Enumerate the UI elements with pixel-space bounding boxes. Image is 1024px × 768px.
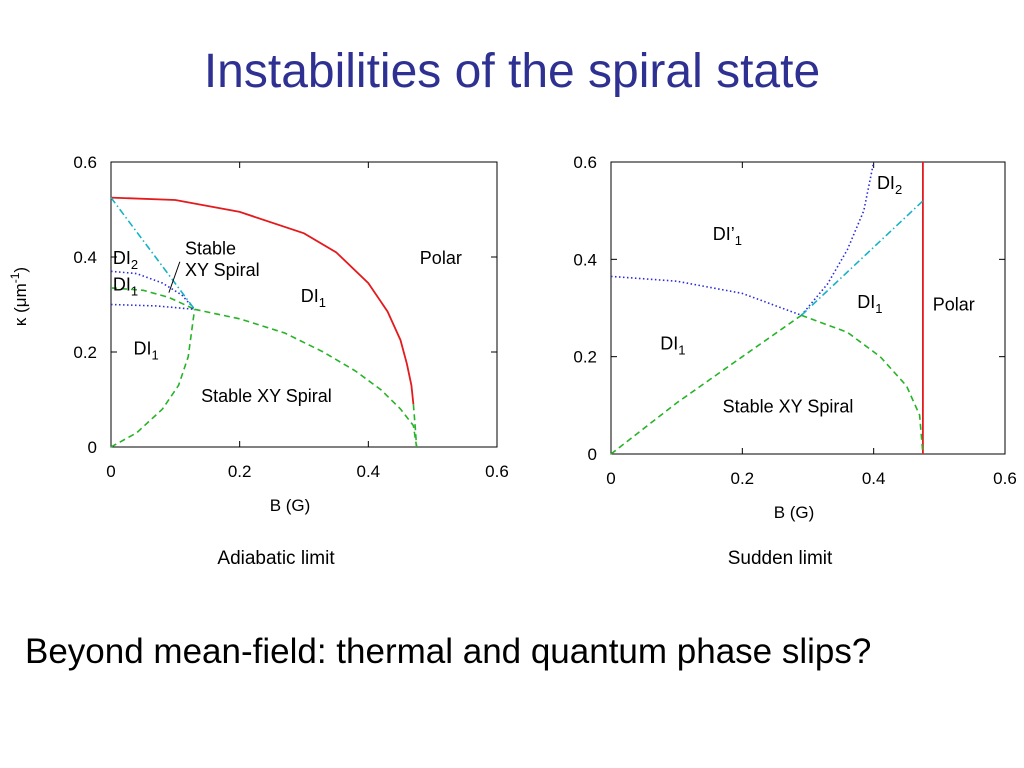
series-line-blue-dotted [110,270,196,310]
region-label-main: DI [113,274,131,294]
series-line-green-dashed [194,308,418,448]
x-tick-label: 0.6 [993,469,1017,488]
y-tick-label: 0.6 [73,153,97,172]
region-label-sub: 1 [875,301,882,316]
x-tick-label: 0 [106,462,115,481]
y-tick-label: 0.6 [573,153,597,172]
pointer-line [168,261,181,293]
series-line-blue-dotted [800,161,875,316]
series-line-green-dashed [412,404,418,448]
region-label-main: Polar [933,294,975,314]
x-tick-label: 0.2 [228,462,252,481]
y-axis-label-main: κ (μm [11,283,30,326]
region-label: DI1 [113,274,138,298]
region-label-main: Stable [185,239,236,259]
x-tick-label: 0.4 [862,469,886,488]
region-label: Polar [420,248,462,268]
series-line-blue-dotted [110,303,195,311]
y-axis-label-end: ) [11,267,30,273]
region-label: DI’1 [713,224,742,248]
x-tick-label: 0.6 [485,462,509,481]
region-label-main: Stable XY Spiral [723,397,854,417]
y-tick-label: 0.4 [573,250,597,269]
x-axis-label: B (G) [270,496,311,515]
region-label-sub: 1 [319,295,326,310]
region-label: DI1 [857,292,882,316]
region-label-sub: 1 [735,233,742,248]
region-label: Polar [933,294,975,314]
series-line-green-dashed [110,287,195,311]
region-label: DI1 [301,286,326,310]
y-tick-label: 0.2 [73,343,97,362]
y-tick-label: 0.4 [73,248,97,267]
region-label-sub: 1 [152,347,159,362]
region-label-main: Stable XY Spiral [201,386,332,406]
region-label: Stable [185,239,236,259]
region-label-main: DI [134,338,152,358]
series-line-green-dashed [110,309,196,448]
adiabatic-chart: 0 0.2 0.4 0.600.20.40.6B (G)κ (μm-1)DI2DI1D… [8,153,509,515]
region-label-main: DI [857,292,875,312]
region-label-main: DI [301,286,319,306]
region-label-main: DI [660,333,678,353]
region-label-main: DI [113,248,131,268]
y-tick-label: 0.2 [573,348,597,367]
footer-text: Beyond mean-field: thermal and quantum p… [25,632,872,671]
region-label-sub: 2 [131,257,138,272]
y-tick-label: 0 [588,445,597,464]
region-label: DI2 [113,248,138,272]
adiabatic-caption: Adiabatic limit [217,548,335,569]
region-label-sub: 1 [131,283,138,298]
series-line-blue-dotted [610,275,802,317]
region-label-sub: 2 [895,182,902,197]
series-line-cyan-dashdot [110,197,196,310]
region-label: DI1 [660,333,685,357]
series-line-green-dashed [801,314,924,455]
region-label-main: DI’ [713,224,735,244]
region-label: DI1 [134,338,159,362]
y-axis-label-sup: -1 [8,272,22,283]
x-tick-label: 0.2 [731,469,755,488]
region-label-main: DI [877,173,895,193]
region-label: Stable XY Spiral [201,386,332,406]
x-axis-label: B (G) [774,503,815,522]
x-tick-label: 0 [606,469,615,488]
sudden-caption: Sudden limit [727,548,833,569]
region-label-main: XY Spiral [185,260,260,280]
region-label: Stable XY Spiral [723,397,854,417]
series-line-cyan-dashdot [800,200,924,316]
region-label-sub: 1 [678,342,685,357]
x-tick-label: 0.4 [357,462,381,481]
plot-frame [610,161,1006,455]
y-tick-label: 0 [88,438,97,457]
series-line-red-solid [110,196,415,405]
region-label: DI2 [877,173,902,197]
slide-title: Instabilities of the spiral state [203,45,821,98]
region-label: XY Spiral [185,260,260,280]
series-line-green-dashed [610,314,802,455]
region-label-main: Polar [420,248,462,268]
y-axis-label: κ (μm-1) [8,267,30,326]
